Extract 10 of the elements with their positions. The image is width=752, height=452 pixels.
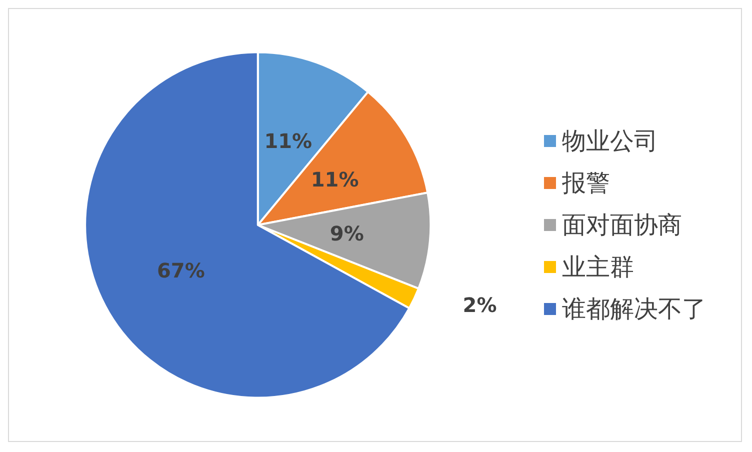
legend-label: 谁都解决不了: [562, 295, 706, 323]
legend-label: 面对面协商: [562, 211, 682, 239]
data-label: 11%: [310, 167, 359, 192]
legend-label: 报警: [561, 169, 610, 197]
data-label: 2%: [462, 292, 497, 317]
data-label: 67%: [156, 258, 205, 283]
legend-label: 业主群: [562, 253, 634, 281]
data-label: 11%: [264, 128, 312, 153]
legend-label: 物业公司: [562, 127, 658, 155]
data-label: 9%: [330, 221, 364, 246]
